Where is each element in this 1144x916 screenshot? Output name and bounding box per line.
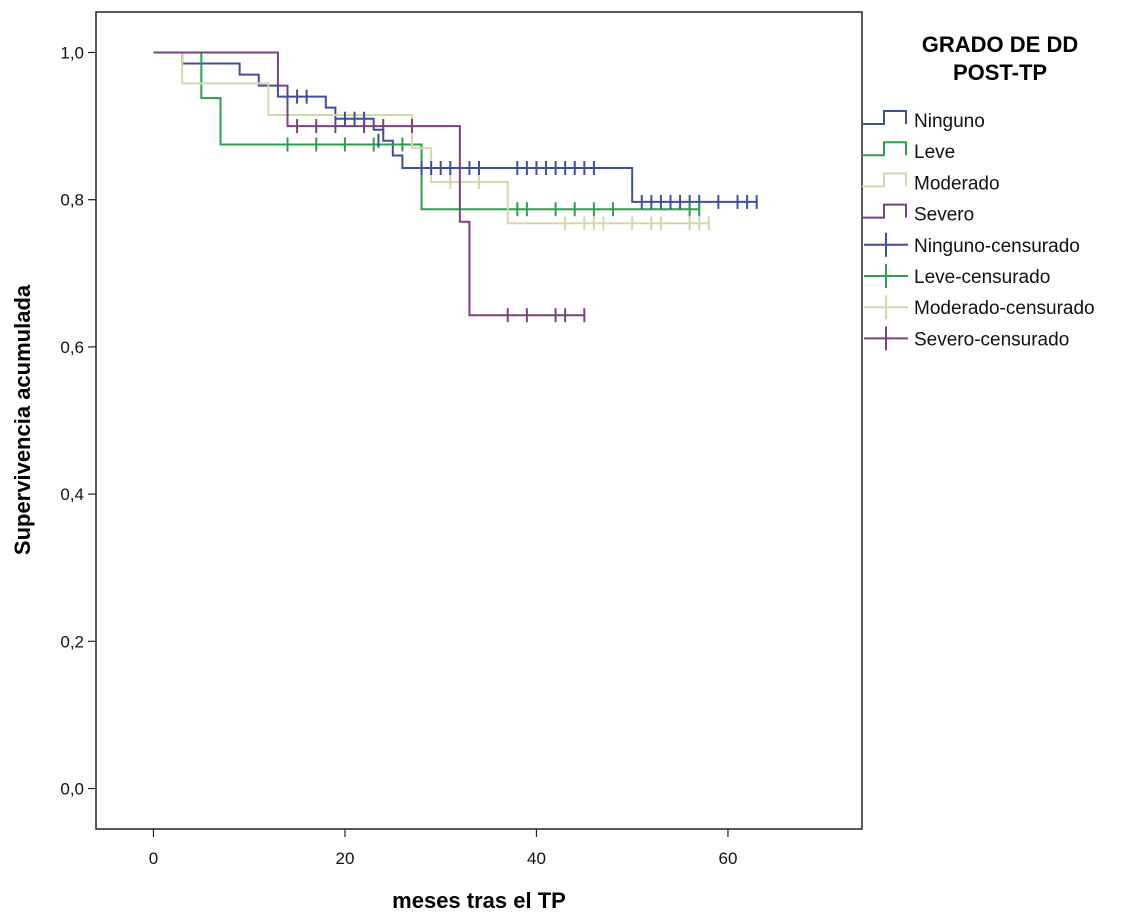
legend-swatch-moderado [862, 172, 907, 188]
legend-item-leve: Leve [862, 141, 955, 163]
y-tick-label: 1,0 [60, 43, 84, 62]
series-line-severo [153, 51, 585, 317]
x-tick-label: 0 [149, 849, 158, 868]
plot-frame [95, 11, 863, 830]
legend-swatch-ninguno [862, 110, 907, 125]
y-axis-ticks: 0,0 0,2 0,4 0,6 0,8 1,0 [60, 43, 96, 799]
y-tick-label: 0,6 [60, 338, 84, 357]
legend-item-ninguno-censurado: Ninguno-censurado [864, 232, 1080, 257]
legend-title-line-1: GRADO DE DD [922, 32, 1078, 57]
legend-label-severo-censurado: Severo-censurado [914, 329, 1069, 350]
legend-item-moderado: Moderado [862, 172, 1000, 194]
x-axis-title: meses tras el TP [392, 888, 566, 913]
legend-item-moderado-censurado: Moderado-censurado [864, 295, 1095, 320]
series-line-ninguno [153, 51, 757, 203]
legend-label-leve-censurado: Leve-censurado [914, 267, 1050, 288]
y-tick-label: 0,0 [60, 780, 84, 799]
legend-label-ninguno-censurado: Ninguno-censurado [914, 236, 1080, 257]
censored-markers [286, 89, 758, 323]
y-tick-label: 0,2 [60, 632, 84, 651]
legend-swatch-leve [862, 141, 907, 157]
x-tick-label: 60 [718, 849, 737, 868]
legend-items: Ninguno Leve Moderado Severo Ninguno-censura… [862, 110, 1095, 351]
y-tick-label: 0,4 [60, 485, 84, 504]
y-tick-label: 0,8 [60, 191, 84, 210]
x-tick-label: 40 [527, 849, 546, 868]
legend-item-severo: Severo [862, 203, 974, 226]
legend: GRADO DE DD POST-TP Ninguno Leve Moderado S… [862, 32, 1095, 351]
legend-label-severo: Severo [914, 205, 974, 226]
x-axis-ticks: 0 20 40 60 [149, 829, 737, 868]
legend-swatch-severo [862, 203, 907, 219]
legend-label-moderado: Moderado [914, 173, 1000, 194]
legend-label-ninguno: Ninguno [914, 111, 985, 132]
x-tick-label: 20 [335, 849, 354, 868]
legend-item-ninguno: Ninguno [862, 110, 985, 132]
legend-item-severo-censurado: Severo-censurado [864, 326, 1069, 351]
series-line-leve [153, 51, 700, 211]
legend-label-moderado-censurado: Moderado-censurado [914, 298, 1095, 319]
legend-item-leve-censurado: Leve-censurado [864, 264, 1050, 288]
legend-title-line-2: POST-TP [953, 60, 1047, 85]
y-axis-title: Supervivencia acumulada [10, 284, 35, 555]
legend-label-leve: Leve [914, 142, 955, 163]
